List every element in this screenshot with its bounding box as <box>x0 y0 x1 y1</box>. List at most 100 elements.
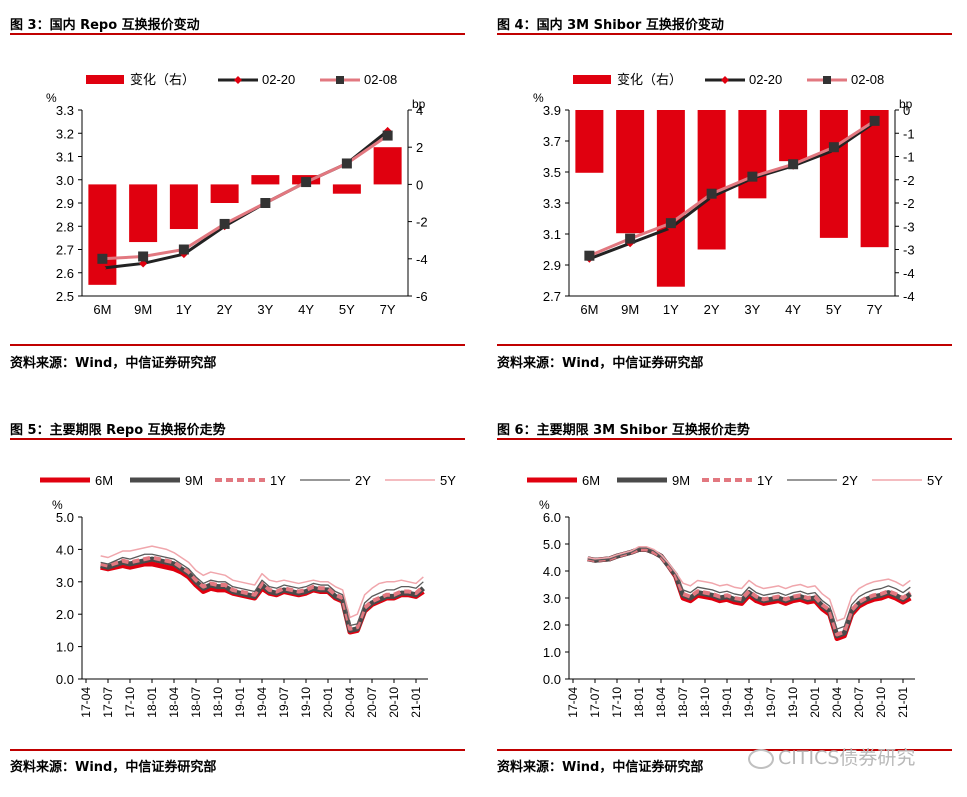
x-tick-label: 20-07 <box>365 687 379 718</box>
chart-title-5: 图 5：主要期限 Repo 互换报价走势 <box>10 423 226 438</box>
y-tick-label: 3.0 <box>56 173 74 188</box>
series-line-02-08 <box>588 119 876 258</box>
y-tick-label: 2.9 <box>543 258 561 273</box>
series-line-5Y <box>587 545 911 622</box>
bar <box>210 184 239 203</box>
y-tick-label: 3.0 <box>543 591 561 606</box>
point-marker <box>341 158 352 169</box>
y-tick-label: 2.0 <box>543 618 561 633</box>
x-tick-label: 19-07 <box>764 687 778 718</box>
y2-tick-label: -6 <box>416 289 428 304</box>
y2-tick-label: -3 <box>903 243 915 258</box>
x-tick-label: 3Y <box>744 302 760 317</box>
legend-swatch-bar <box>86 75 124 84</box>
chart-title-6: 图 6：主要期限 3M Shibor 互换报价走势 <box>497 423 750 438</box>
point-marker <box>584 250 595 261</box>
point-marker <box>301 177 312 188</box>
chart-title-3: 图 3：国内 Repo 互换报价变动 <box>10 18 200 33</box>
legend-label: 5Y <box>440 473 456 488</box>
y-tick-label: 3.3 <box>543 196 561 211</box>
x-tick-label: 18-10 <box>698 687 712 718</box>
point-marker <box>178 244 189 255</box>
point-marker <box>260 198 271 208</box>
bar <box>616 110 645 234</box>
x-tick-label: 4Y <box>785 302 801 317</box>
bar <box>575 110 604 173</box>
point-marker <box>382 130 393 141</box>
x-tick-label: 19-04 <box>742 687 756 718</box>
legend-label: 2Y <box>355 473 371 488</box>
point-marker <box>665 218 676 229</box>
y2-tick-label: -1 <box>903 150 915 165</box>
source-note: 资料来源：Wind，中信证券研究部 <box>497 760 704 775</box>
source-rule <box>497 344 952 346</box>
y-tick-label: 1.0 <box>56 640 74 655</box>
x-tick-label: 17-10 <box>123 687 137 718</box>
y-tick-label: 2.7 <box>543 289 561 304</box>
y-tick-label: 6.0 <box>543 510 561 525</box>
series-line-02-20 <box>588 121 876 261</box>
x-tick-label: 21-01 <box>409 687 423 718</box>
title-rule <box>497 438 952 440</box>
y-tick-label: 4.0 <box>56 542 74 557</box>
bar <box>819 110 848 238</box>
wechat-icon <box>748 748 774 769</box>
bar <box>251 175 280 185</box>
x-tick-label: 20-01 <box>808 687 822 718</box>
y-axis-unit: % <box>52 498 63 512</box>
y2-tick-label: -2 <box>903 173 915 188</box>
y-tick-label: 3.2 <box>56 126 74 141</box>
source-note: 资料来源：Wind，中信证券研究部 <box>10 760 217 775</box>
x-tick-label: 1Y <box>176 302 192 317</box>
x-tick-label: 9M <box>134 302 152 317</box>
x-tick-label: 18-07 <box>189 687 203 718</box>
legend-label: 变化（右） <box>617 72 682 87</box>
legend-label: 变化（右） <box>130 72 195 87</box>
y2-tick-label: -2 <box>416 215 428 230</box>
y-tick-label: 2.0 <box>56 607 74 622</box>
point-marker <box>97 253 108 264</box>
x-tick-label: 2Y <box>217 302 233 317</box>
x-tick-label: 4Y <box>298 302 314 317</box>
bar <box>169 184 198 230</box>
x-tick-label: 5Y <box>826 302 842 317</box>
source-rule <box>10 749 465 751</box>
y2-tick-label: 4 <box>416 103 423 118</box>
x-tick-label: 19-01 <box>720 687 734 718</box>
legend-marker <box>234 76 242 84</box>
y2-tick-label: -2 <box>903 196 915 211</box>
y-tick-label: 2.5 <box>56 289 74 304</box>
chart-title-4: 图 4：国内 3M Shibor 互换报价变动 <box>497 18 724 33</box>
point-marker <box>706 188 717 199</box>
x-tick-label: 19-04 <box>255 687 269 718</box>
point-marker <box>747 171 758 182</box>
point-marker <box>98 264 107 273</box>
line-chart-repo-trend: 6M 9M 1Y 2Y 5Y% 0.0 1.0 2.0 3.0 4.0 5.0 17-04 17-07 1… <box>40 473 456 718</box>
x-tick-label: 17-10 <box>610 687 624 718</box>
y-tick-label: 1.0 <box>543 645 561 660</box>
x-tick-label: 20-04 <box>830 687 844 718</box>
legend-label: 02-20 <box>262 72 295 87</box>
x-tick-label: 6M <box>93 302 111 317</box>
legend-label: 1Y <box>757 473 773 488</box>
series-line-2Y <box>587 547 911 630</box>
watermark: CITICS债券研究 <box>748 743 915 770</box>
x-tick-label: 20-07 <box>852 687 866 718</box>
x-tick-label: 6M <box>580 302 598 317</box>
x-tick-label: 18-04 <box>167 687 181 718</box>
x-tick-label: 17-07 <box>588 687 602 718</box>
x-tick-label: 18-07 <box>676 687 690 718</box>
bar <box>738 110 767 199</box>
x-tick-label: 2Y <box>704 302 720 317</box>
point-marker <box>138 251 149 262</box>
x-tick-label: 18-10 <box>211 687 225 718</box>
y-tick-label: 4.0 <box>543 564 561 579</box>
x-tick-label: 19-01 <box>233 687 247 718</box>
series-line-1Y <box>100 555 425 631</box>
title-rule <box>10 33 465 35</box>
y2-axis-unit: bp <box>412 97 426 111</box>
x-tick-label: 19-10 <box>299 687 313 718</box>
x-tick-label: 20-10 <box>387 687 401 718</box>
x-tick-label: 19-10 <box>786 687 800 718</box>
legend-label: 6M <box>582 473 600 488</box>
